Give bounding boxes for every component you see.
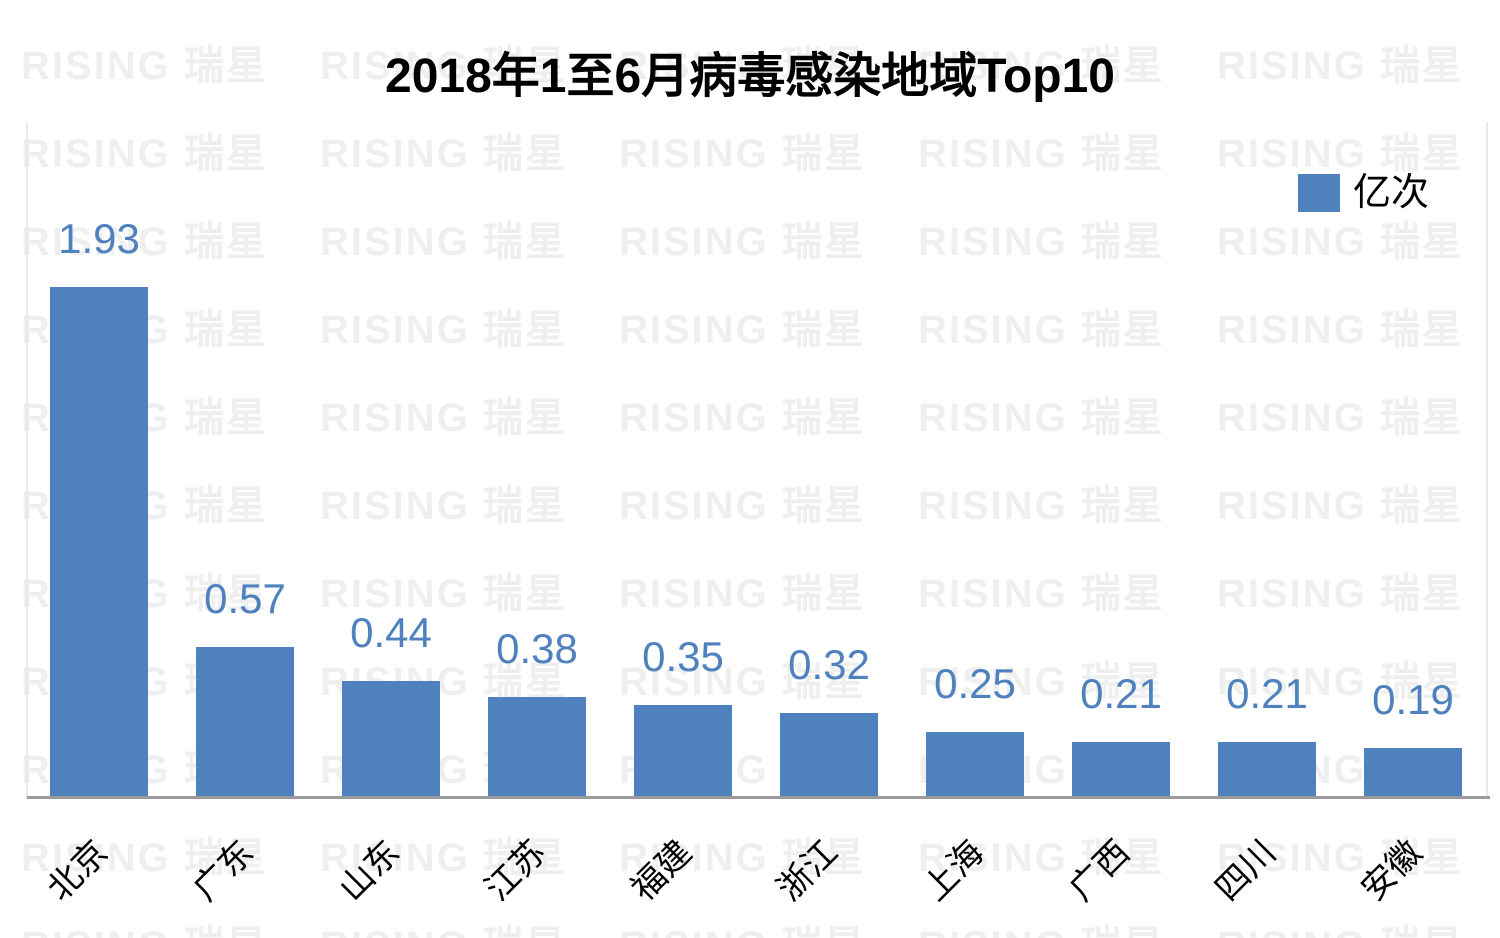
bar-value-label: 0.35 [642,633,724,680]
bar-value-label: 0.25 [934,660,1016,707]
bar-value-label: 0.57 [204,575,286,622]
watermark-text: RISING 瑞星 [1217,572,1464,616]
watermark-text: RISING 瑞星 [1217,396,1464,440]
watermark-text: RISING 瑞星 [619,926,866,938]
watermark-text: RISING 瑞星 [1217,926,1464,938]
legend-swatch-icon [1298,174,1340,212]
watermark-text: RISING 瑞星 [21,220,268,264]
watermark-text: RISING 瑞星 [918,926,1165,938]
watermark-text: RISING 瑞星 [1217,660,1464,704]
watermark-text: RISING 瑞星 [918,660,1165,704]
chart-title: 2018年1至6月病毒感染地域Top10 [385,50,1115,103]
watermark-text: RISING 瑞星 [1217,132,1464,176]
watermark-text: RISING 瑞星 [619,660,866,704]
watermark-text: RISING 瑞星 [1217,308,1464,352]
watermark-text: RISING 瑞星 [619,836,866,880]
plot-border-right [1486,122,1488,799]
watermark-text: RISING 瑞星 [918,132,1165,176]
watermark-text: RISING 瑞星 [1217,44,1464,88]
watermark-text: RISING 瑞星 [918,572,1165,616]
bar-广西 [1072,742,1170,798]
bar-value-label: 0.19 [1372,676,1454,723]
watermark-text: RISING 瑞星 [619,132,866,176]
bar-value-label: 0.38 [496,625,578,672]
bar-广东 [196,647,294,798]
watermark-text: RISING 瑞星 [619,308,866,352]
bar-value-label: 1.93 [58,215,140,262]
watermark-text: RISING 瑞星 [918,308,1165,352]
watermark-text: RISING 瑞星 [918,220,1165,264]
watermark-text: RISING 瑞星 [1217,484,1464,528]
watermark-text: RISING 瑞星 [1217,220,1464,264]
watermark-text: RISING 瑞星 [320,926,567,938]
watermark-text: RISING 瑞星 [21,926,268,938]
watermark-text: RISING 瑞星 [619,44,866,88]
watermark-text: RISING 瑞星 [320,484,567,528]
bar-四川 [1218,742,1316,798]
bar-安徽 [1364,748,1462,798]
bar-value-label: 0.44 [350,609,432,656]
bar-value-label: 0.21 [1080,670,1162,717]
bar-value-label: 0.21 [1226,670,1308,717]
watermark-text: RISING 瑞星 [320,836,567,880]
watermark-text: RISING 瑞星 [918,44,1165,88]
watermark-text: RISING 瑞星 [21,836,268,880]
bar-上海 [926,732,1024,798]
watermark-text: RISING 瑞星 [619,484,866,528]
watermark-text: RISING 瑞星 [320,572,567,616]
bar-江苏 [488,697,586,798]
watermark-text: RISING 瑞星 [320,308,567,352]
bar-value-label: 0.32 [788,641,870,688]
watermark-text: RISING 瑞星 [320,220,567,264]
watermark-text: RISING 瑞星 [918,836,1165,880]
watermark-text: RISING 瑞星 [320,44,567,88]
watermark-text: RISING 瑞星 [619,396,866,440]
watermark-text: RISING 瑞星 [619,220,866,264]
bar-北京 [50,287,148,798]
plot-border-left [26,122,28,799]
watermark-text: RISING 瑞星 [918,396,1165,440]
watermark-text: RISING 瑞星 [619,572,866,616]
watermark-text: RISING 瑞星 [21,44,268,88]
bar-福建 [634,705,732,798]
legend: 亿次 [1298,172,1429,214]
bar-浙江 [780,713,878,798]
watermark-text: RISING 瑞星 [320,132,567,176]
watermark-text: RISING 瑞星 [1217,836,1464,880]
x-axis-line [27,796,1490,799]
watermark-text: RISING 瑞星 [320,396,567,440]
watermark-text: RISING 瑞星 [21,132,268,176]
watermark-text: RISING 瑞星 [918,484,1165,528]
legend-label: 亿次 [1353,172,1430,214]
bar-山东 [342,681,440,798]
